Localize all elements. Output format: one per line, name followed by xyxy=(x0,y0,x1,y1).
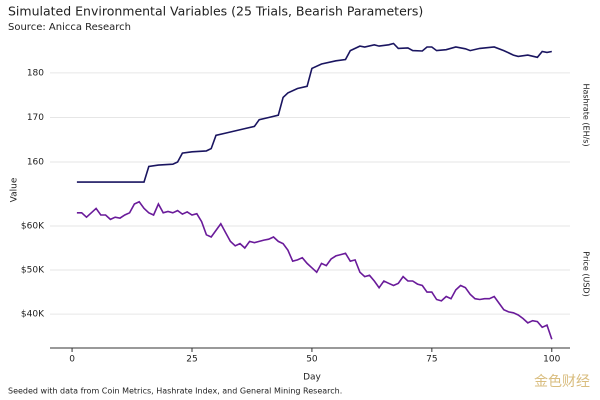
chart-title: Simulated Environmental Variables (25 Tr… xyxy=(8,4,423,19)
line-series xyxy=(76,200,553,340)
x-tick-label: 0 xyxy=(69,355,75,365)
x-tick-label: 75 xyxy=(426,355,437,365)
line-series xyxy=(76,42,552,183)
x-tick-label: 50 xyxy=(306,355,318,365)
x-tick-label: 100 xyxy=(543,355,560,365)
footnote: Seeded with data from Coin Metrics, Hash… xyxy=(8,387,342,396)
y-axis-label: Hashrate (EH/s) xyxy=(582,83,591,146)
y-tick-label: $60K xyxy=(21,221,45,231)
chart-subtitle: Source: Anicca Research xyxy=(8,22,131,33)
y-axis-label: Price (USD) xyxy=(582,251,591,296)
y-tick-label: 180 xyxy=(27,68,44,78)
y-tick-label: $40K xyxy=(21,310,45,320)
x-axis-label: Day xyxy=(303,373,321,383)
x-tick-label: 25 xyxy=(186,355,197,365)
y-tick-label: 160 xyxy=(27,158,44,168)
y-axis-label: Value xyxy=(10,177,20,202)
watermark: 金色财经 xyxy=(534,373,590,390)
y-tick-label: 170 xyxy=(27,113,44,123)
y-tick-label: $50K xyxy=(21,266,45,276)
